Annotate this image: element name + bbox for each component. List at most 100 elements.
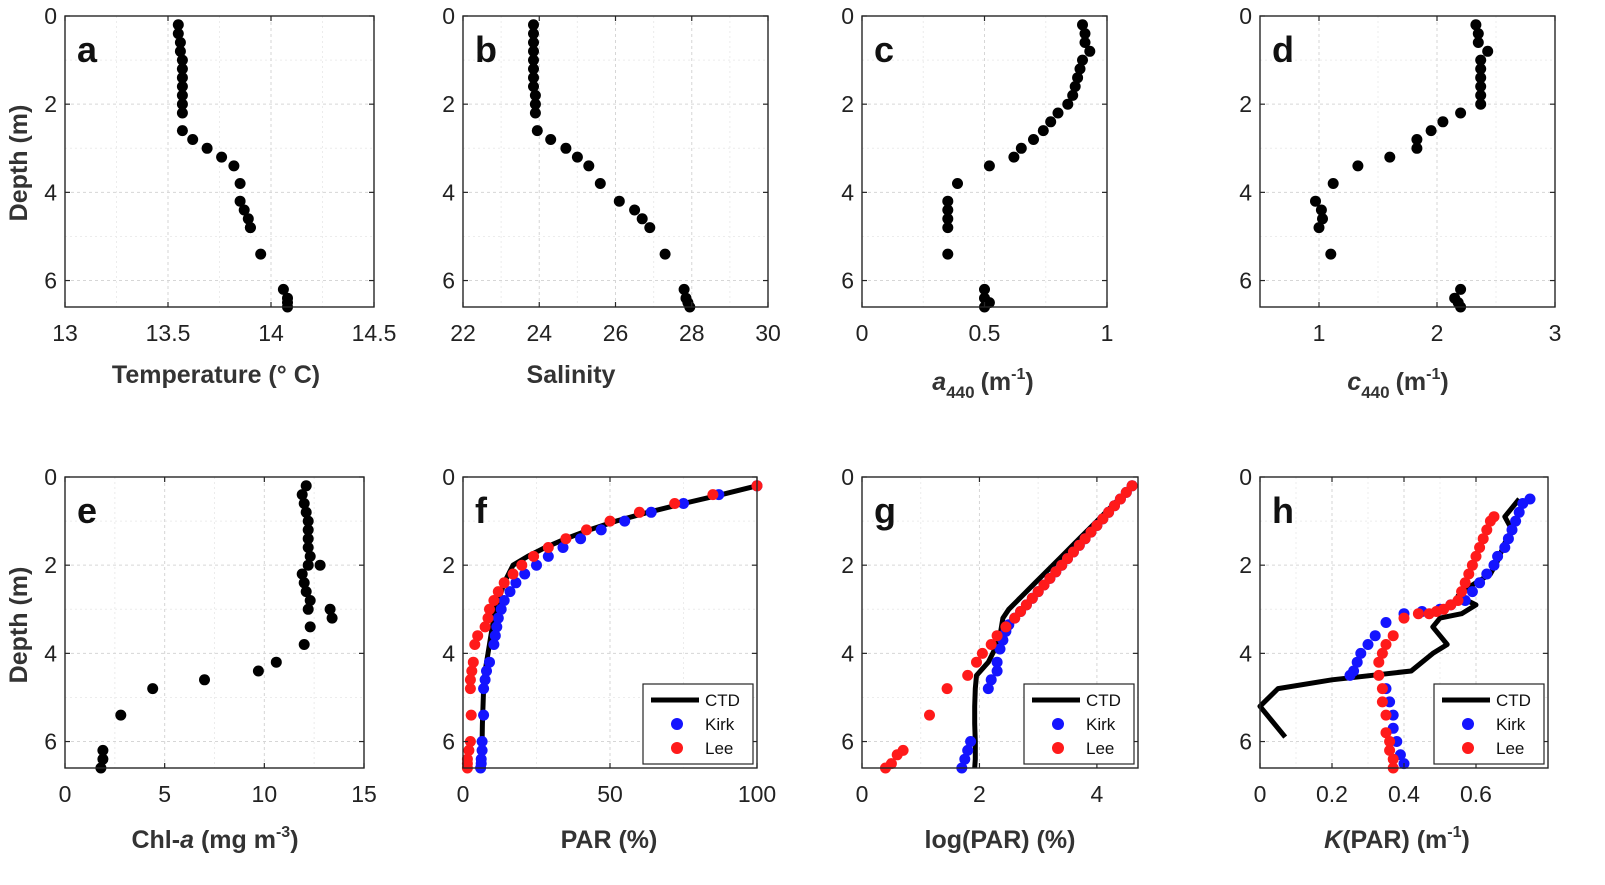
x-tick-label: 22 xyxy=(450,320,476,346)
data-point-chl-a xyxy=(298,498,310,509)
data-point-a440 xyxy=(1062,98,1074,110)
panel-letter: g xyxy=(874,490,896,531)
data-point-kirk xyxy=(575,533,587,545)
data-point-salinity xyxy=(528,19,539,31)
data-point-chl-a xyxy=(97,744,109,756)
data-point-salinity xyxy=(678,283,690,295)
y-tick-label: 0 xyxy=(44,3,57,29)
x-axis-label-e-italic: a xyxy=(180,826,194,854)
data-point-a440 xyxy=(942,195,954,207)
x-tick-label: 28 xyxy=(679,320,705,346)
x-axis-label-d-exponent: -1 xyxy=(1426,366,1440,383)
data-point-kirk xyxy=(595,524,607,536)
data-point-chl-a xyxy=(300,586,312,598)
data-point-kirk xyxy=(994,643,1006,655)
data-point-temperature xyxy=(172,19,184,31)
x-axis-label-e: Chl-a (mg m-3) xyxy=(131,824,298,854)
data-point-kirk xyxy=(1351,656,1363,668)
data-point-lee xyxy=(1376,647,1388,659)
data-point-a440 xyxy=(1079,28,1091,40)
data-point-temperature xyxy=(176,98,188,110)
data-point-a440 xyxy=(942,204,954,216)
data-point-lee xyxy=(1412,608,1424,620)
data-point-kirk xyxy=(510,577,522,589)
x-axis-label-c-subscript: 440 xyxy=(946,383,974,402)
data-point-chl-a xyxy=(302,533,314,545)
data-point-chl-a xyxy=(302,542,314,553)
x-axis-label-c-close: ) xyxy=(1025,368,1033,396)
data-point-lee xyxy=(985,639,997,650)
data-point-chl-a xyxy=(298,639,310,650)
data-point-lee xyxy=(1470,550,1482,562)
data-point-kirk xyxy=(478,709,490,721)
data-point-lee xyxy=(962,669,974,681)
x-tick-label: 0 xyxy=(457,781,470,807)
data-point-lee xyxy=(976,647,988,659)
series-line-ctd xyxy=(1257,497,1522,739)
data-point-lee xyxy=(469,639,481,650)
data-point-lee xyxy=(1484,515,1496,527)
data-point-salinity xyxy=(560,142,572,154)
data-point-c440 xyxy=(1352,160,1364,172)
x-tick-label: 15 xyxy=(351,781,377,807)
data-point-kirk xyxy=(991,665,1003,677)
data-point-temperature xyxy=(176,63,188,75)
legend-swatch-kirk xyxy=(671,718,683,730)
data-point-c440 xyxy=(1475,72,1487,84)
data-point-kirk xyxy=(982,683,994,695)
data-point-salinity xyxy=(529,89,541,101)
y-tick-label: 0 xyxy=(841,464,854,490)
data-point-salinity xyxy=(613,195,625,207)
data-point-lee xyxy=(633,506,645,518)
data-point-salinity xyxy=(528,37,539,48)
x-tick-label: 1 xyxy=(1101,320,1114,346)
x-axis-label-c-exponent: -1 xyxy=(1011,366,1025,383)
data-point-c440 xyxy=(1475,89,1487,101)
y-tick-label: 0 xyxy=(1239,464,1252,490)
data-point-temperature xyxy=(216,151,228,163)
data-point-temperature xyxy=(255,248,267,260)
panel-letter: h xyxy=(1272,490,1294,531)
x-axis-label-e-main: Chl- xyxy=(131,826,180,854)
legend-box xyxy=(1433,683,1545,765)
data-point-c440 xyxy=(1411,134,1423,145)
data-point-kirk xyxy=(488,639,500,650)
x-tick-label: 0 xyxy=(59,781,72,807)
data-point-lee xyxy=(463,744,475,756)
data-point-a440 xyxy=(1028,134,1039,145)
data-point-lee xyxy=(1423,608,1435,620)
x-axis-label-d-subscript: 440 xyxy=(1361,383,1389,402)
y-tick-label: 0 xyxy=(442,464,455,490)
data-point-kirk xyxy=(1344,669,1356,681)
data-point-temperature xyxy=(228,160,240,172)
panel-letter: c xyxy=(874,29,894,70)
data-point-temperature xyxy=(234,178,246,189)
data-point-temperature xyxy=(172,28,184,40)
x-tick-label: 30 xyxy=(755,320,781,346)
x-tick-label: 14 xyxy=(258,320,284,346)
y-tick-label: 6 xyxy=(841,729,854,755)
data-point-c440 xyxy=(1455,283,1467,295)
x-axis-label-e-exponent: -3 xyxy=(276,824,290,841)
data-point-temperature xyxy=(176,54,188,66)
data-point-a440 xyxy=(1077,19,1088,31)
panel-e: 0 5 10 15 0 2 4 6 e Chl-a (mg m-3) xyxy=(44,464,377,854)
data-point-lee xyxy=(484,603,495,615)
x-axis-label-b: Salinity xyxy=(527,361,616,389)
data-point-salinity xyxy=(531,125,543,137)
data-point-c440 xyxy=(1475,63,1487,75)
data-point-c440 xyxy=(1327,178,1339,189)
data-point-lee xyxy=(1376,696,1388,708)
data-point-kirk xyxy=(1492,550,1504,562)
x-tick-label: 10 xyxy=(252,781,278,807)
data-point-lee xyxy=(482,612,494,624)
x-axis-label-c-unit: (m xyxy=(981,368,1012,396)
y-tick-label: 2 xyxy=(442,91,455,117)
data-point-lee xyxy=(604,515,616,527)
data-point-lee xyxy=(1398,612,1410,624)
panel-f: 0 50 100 0 2 4 6 f CTD Kirk Lee PAR (%) xyxy=(442,464,776,854)
data-point-kirk xyxy=(495,603,507,615)
x-axis-label-d-unit: (m xyxy=(1396,368,1427,396)
data-point-lee xyxy=(464,683,476,695)
legend-label-lee: Lee xyxy=(705,739,733,758)
